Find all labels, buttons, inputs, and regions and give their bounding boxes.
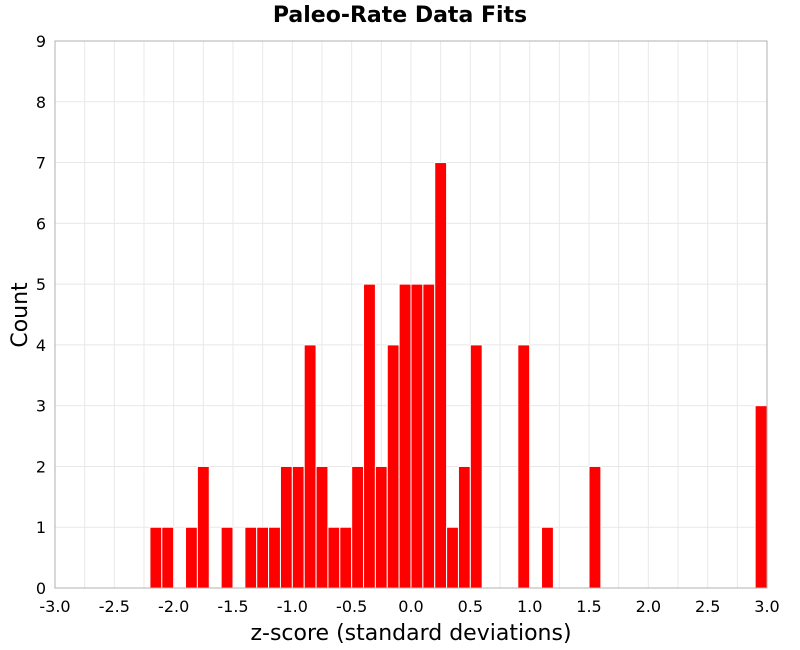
x-tick-label: -2.5 xyxy=(99,597,130,616)
plot-frame xyxy=(54,40,768,589)
chart-title: Paleo-Rate Data Fits xyxy=(273,3,527,28)
histogram-bar xyxy=(185,526,198,589)
histogram-bar xyxy=(410,283,424,589)
histogram-bar xyxy=(351,465,365,589)
histogram-bar xyxy=(279,465,293,589)
x-axis-label: z-score (standard deviations) xyxy=(250,621,571,646)
histogram-bar xyxy=(422,283,436,589)
x-tick-label: 2.5 xyxy=(695,597,720,616)
x-tick-label: 1.5 xyxy=(576,597,601,616)
x-tick-label: -3.0 xyxy=(39,597,70,616)
x-tick-label: 1.0 xyxy=(517,597,542,616)
histogram-bar xyxy=(315,465,329,589)
histogram-bar xyxy=(303,344,317,589)
y-axis-ticks: 0 1 2 3 4 5 6 7 8 9 xyxy=(36,32,46,598)
histogram-bar xyxy=(446,526,459,589)
histogram-bar xyxy=(220,526,234,589)
histogram-bar xyxy=(268,526,281,589)
histogram-bar xyxy=(434,162,448,589)
histogram-bar xyxy=(244,526,258,589)
x-tick-label: -1.0 xyxy=(277,597,308,616)
histogram-bar xyxy=(363,283,376,589)
y-tick-label: 2 xyxy=(36,457,46,476)
x-tick-label: 0.0 xyxy=(398,597,423,616)
y-tick-label: 8 xyxy=(36,93,46,112)
bars xyxy=(149,162,768,589)
histogram-bar xyxy=(327,526,341,589)
histogram-bar xyxy=(398,283,412,589)
histogram-bar xyxy=(291,465,305,589)
x-axis-ticks: -3.0 -2.5 -2.0 -1.5 -1.0 -0.5 0.0 0.5 1.0 1.5 2.0 2… xyxy=(39,597,779,616)
histogram-bar xyxy=(196,465,210,589)
y-tick-label: 5 xyxy=(36,275,46,294)
histogram-bar xyxy=(517,344,531,589)
histogram-bar xyxy=(588,465,602,589)
histogram-bar xyxy=(457,465,471,589)
histogram-bar xyxy=(339,526,353,589)
histogram-bar xyxy=(161,526,175,589)
x-tick-label: 3.0 xyxy=(754,597,779,616)
x-tick-label: 2.0 xyxy=(636,597,661,616)
histogram-bar xyxy=(541,526,554,589)
y-tick-label: 3 xyxy=(36,397,46,416)
y-axis-label: Count xyxy=(8,282,33,348)
histogram-bar xyxy=(256,526,270,589)
x-tick-label: -0.5 xyxy=(336,597,367,616)
y-tick-label: 1 xyxy=(36,518,46,537)
histogram-bar xyxy=(754,405,768,589)
histogram-bar xyxy=(149,526,163,589)
x-tick-label: 0.5 xyxy=(458,597,483,616)
y-tick-label: 9 xyxy=(36,32,46,51)
histogram-bar xyxy=(374,465,388,589)
y-tick-label: 0 xyxy=(36,579,46,598)
x-tick-label: -1.5 xyxy=(217,597,248,616)
y-tick-label: 6 xyxy=(36,214,46,233)
histogram-bar xyxy=(469,344,483,589)
y-tick-label: 7 xyxy=(36,154,46,173)
x-tick-label: -2.0 xyxy=(158,597,189,616)
y-tick-label: 4 xyxy=(36,336,46,355)
histogram-bar xyxy=(386,344,400,589)
